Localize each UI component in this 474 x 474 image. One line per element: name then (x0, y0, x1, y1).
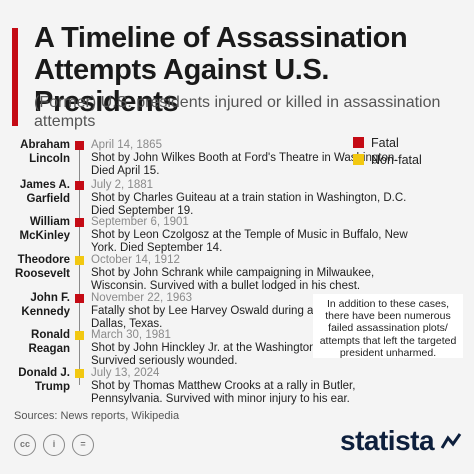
legend-label: Non-fatal (371, 153, 422, 167)
nonfatal-marker (75, 331, 84, 340)
annotation-box: In addition to these cases, there have b… (313, 294, 463, 359)
event-description: Shot by Charles Guiteau at a train stati… (91, 192, 407, 217)
fatal-marker (75, 141, 84, 150)
chart-title: A Timeline of Assassination Attempts Aga… (34, 22, 408, 118)
event-date: November 22, 1963 (91, 292, 193, 304)
event-description: Shot by John Hinckley Jr. at the Washing… (91, 342, 387, 367)
legend-item-nonfatal: Non-fatal (353, 153, 463, 167)
president-name: Theodore Roosevelt (15, 254, 70, 280)
fatal-marker (75, 218, 84, 227)
chart-subtitle: (Former) U.S. presidents injured or kill… (34, 94, 441, 130)
event-date: April 14, 1865 (91, 139, 162, 151)
by-icon[interactable]: i (43, 434, 65, 456)
president-name: William McKinley (19, 216, 71, 242)
cc-icon[interactable]: cc (14, 434, 36, 456)
timeline: Abraham Lincoln April 14, 1865 Shot by Joh… (0, 138, 474, 410)
legend-item-fatal: Fatal (353, 136, 463, 150)
event-description: Shot by Thomas Matthew Crooks at a rally… (91, 380, 356, 405)
nonfatal-marker (75, 369, 84, 378)
statista-logo[interactable]: statista (340, 425, 435, 456)
title-accent-bar (12, 28, 18, 126)
legend-label: Fatal (371, 136, 399, 150)
president-name: Ronald Reagan (28, 329, 70, 355)
nd-icon[interactable]: = (72, 434, 94, 456)
event-date: March 30, 1981 (91, 329, 171, 341)
president-name: Donald J. Trump (18, 367, 70, 393)
fatal-marker (75, 294, 84, 303)
nonfatal-swatch (353, 154, 364, 165)
event-date: July 2, 1881 (91, 179, 154, 191)
event-date: September 6, 1901 (91, 216, 189, 228)
president-name: John F. Kennedy (21, 292, 70, 318)
event-description: Shot by John Wilkes Booth at Ford's Thea… (91, 152, 398, 177)
president-name: James A. Garfield (19, 179, 70, 205)
event-description: Fatally shot by Lee Harvey Oswald during… (91, 305, 384, 330)
sources-text: Sources: News reports, Wikipedia (14, 410, 180, 422)
event-date: July 13, 2024 (91, 367, 160, 379)
timeline-axis-line (79, 147, 80, 385)
event-date: October 14, 1912 (91, 254, 180, 266)
president-name: Abraham Lincoln (20, 139, 70, 165)
fatal-swatch (353, 137, 364, 148)
statista-logo-mark-icon (440, 433, 462, 449)
nonfatal-marker (75, 256, 84, 265)
fatal-marker (75, 181, 84, 190)
event-description: Shot by John Schrank while campaigning i… (91, 267, 375, 292)
event-description: Shot by Leon Czolgosz at the Temple of M… (91, 229, 408, 254)
